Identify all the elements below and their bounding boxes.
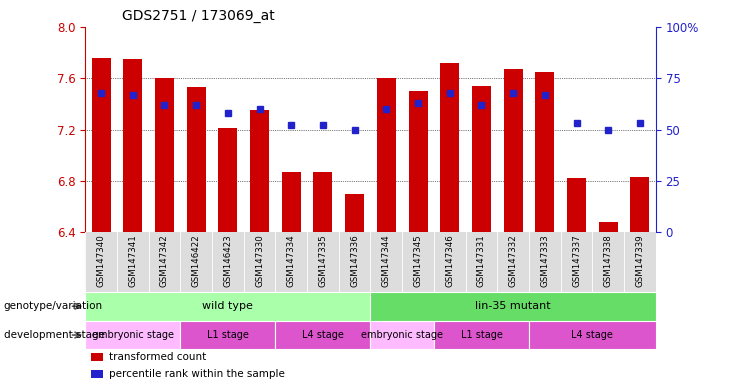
- Bar: [599, 222, 618, 232]
- Text: lin-35 mutant: lin-35 mutant: [475, 301, 551, 311]
- Text: GSM147342: GSM147342: [160, 234, 169, 287]
- Text: GSM147337: GSM147337: [572, 234, 581, 287]
- Bar: [434, 321, 529, 349]
- Text: GSM147338: GSM147338: [604, 234, 613, 287]
- Bar: [276, 321, 370, 349]
- Bar: [472, 86, 491, 232]
- Text: GDS2751 / 173069_at: GDS2751 / 173069_at: [122, 9, 275, 23]
- Bar: [631, 177, 649, 232]
- Bar: [282, 172, 301, 232]
- Bar: [529, 321, 656, 349]
- Text: embryonic stage: embryonic stage: [361, 330, 443, 340]
- Text: GSM147345: GSM147345: [413, 234, 422, 287]
- Bar: [180, 321, 276, 349]
- Text: GSM147341: GSM147341: [128, 234, 137, 287]
- Text: GSM147339: GSM147339: [636, 234, 645, 287]
- Bar: [535, 72, 554, 232]
- Text: GSM147346: GSM147346: [445, 234, 454, 287]
- Text: GSM147334: GSM147334: [287, 234, 296, 287]
- Text: transformed count: transformed count: [109, 352, 207, 362]
- Bar: [187, 87, 206, 232]
- Bar: [567, 179, 586, 232]
- Bar: [370, 321, 434, 349]
- Text: GSM147335: GSM147335: [319, 234, 328, 287]
- Text: GSM146422: GSM146422: [192, 234, 201, 287]
- Text: L1 stage: L1 stage: [460, 330, 502, 340]
- Bar: [440, 63, 459, 232]
- Bar: [155, 78, 174, 232]
- Text: percentile rank within the sample: percentile rank within the sample: [109, 369, 285, 379]
- Text: wild type: wild type: [202, 301, 253, 311]
- Bar: [370, 292, 656, 321]
- Text: GSM147332: GSM147332: [508, 234, 518, 287]
- Text: GSM147340: GSM147340: [96, 234, 105, 287]
- Bar: [504, 69, 522, 232]
- Text: GSM146423: GSM146423: [223, 234, 233, 287]
- Text: GSM147336: GSM147336: [350, 234, 359, 287]
- Bar: [85, 292, 370, 321]
- Text: L1 stage: L1 stage: [207, 330, 249, 340]
- Bar: [91, 370, 104, 379]
- Text: development stage: development stage: [4, 330, 104, 340]
- Text: GSM147333: GSM147333: [540, 234, 549, 287]
- Bar: [250, 110, 269, 232]
- Bar: [92, 58, 110, 232]
- Text: GSM147344: GSM147344: [382, 234, 391, 287]
- Bar: [91, 353, 104, 361]
- Bar: [345, 194, 364, 232]
- Bar: [123, 59, 142, 232]
- Bar: [408, 91, 428, 232]
- Text: L4 stage: L4 stage: [302, 330, 344, 340]
- Text: genotype/variation: genotype/variation: [4, 301, 103, 311]
- Bar: [85, 321, 180, 349]
- Bar: [219, 128, 237, 232]
- Text: GSM147330: GSM147330: [255, 234, 264, 287]
- Bar: [377, 78, 396, 232]
- Text: embryonic stage: embryonic stage: [92, 330, 173, 340]
- Text: L4 stage: L4 stage: [571, 330, 614, 340]
- Text: GSM147331: GSM147331: [477, 234, 486, 287]
- Bar: [313, 172, 333, 232]
